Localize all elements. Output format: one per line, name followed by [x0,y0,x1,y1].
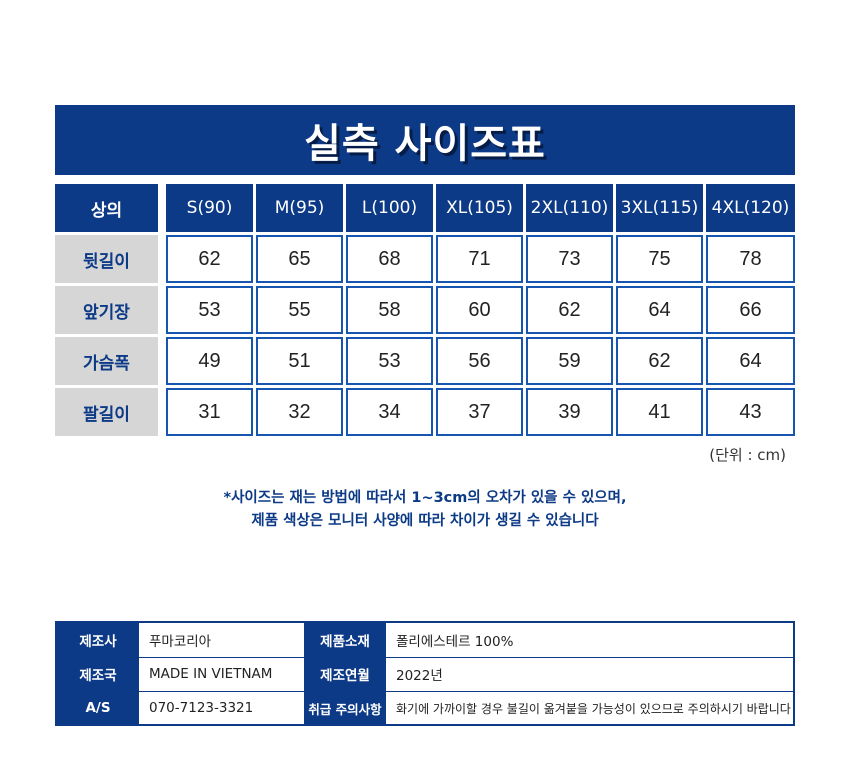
value-cell: 43 [706,388,795,436]
value-cell: 37 [436,388,523,436]
value-cell: 53 [346,337,433,385]
value-cell: 34 [346,388,433,436]
row-label: 팔길이 [55,388,158,436]
value-cell: 51 [256,337,343,385]
info-label: 취급 주의사항 [304,691,386,725]
product-info-table: 제조사 푸마코리아 제품소재 폴리에스테르 100% 제조국 MADE IN V… [55,621,795,726]
size-header: XL(105) [436,184,523,232]
value-cell: 55 [256,286,343,334]
value-cell: 56 [436,337,523,385]
header-label: 상의 [55,184,158,232]
info-row: 제조사 푸마코리아 제품소재 폴리에스테르 100% [57,623,793,658]
size-header: 2XL(110) [526,184,613,232]
value-cell: 64 [706,337,795,385]
info-value: 2022년 [396,668,443,684]
size-header: M(95) [256,184,343,232]
info-label: 제조사 [57,623,139,657]
page-title: 실측 사이즈표 [304,121,546,167]
size-header: L(100) [346,184,433,232]
info-value: MADE IN VIETNAM [149,666,273,682]
table-row: 팔길이 31 32 34 37 39 41 43 [55,388,795,436]
info-label: 제조국 [57,657,139,691]
info-value: 화기에 가까이할 경우 불길이 옮겨붙을 가능성이 있으므로 주의하시기 바랍니… [396,701,791,716]
row-label: 앞기장 [55,286,158,334]
size-header: 4XL(120) [706,184,795,232]
unit-note: (단위 : cm) [709,446,786,464]
info-label: 제조연월 [304,657,386,691]
value-cell: 65 [256,235,343,283]
info-row: 제조국 MADE IN VIETNAM 제조연월 2022년 [57,657,793,692]
value-cell: 60 [436,286,523,334]
value-cell: 49 [166,337,253,385]
value-cell: 59 [526,337,613,385]
value-cell: 62 [616,337,703,385]
info-row: A/S 070-7123-3321 취급 주의사항 화기에 가까이할 경우 불길… [57,691,793,725]
note-line-1: *사이즈는 재는 방법에 따라서 1~3cm의 오차가 있을 수 있으며, [223,490,627,506]
row-label: 가슴폭 [55,337,158,385]
value-cell: 31 [166,388,253,436]
info-value: 푸마코리아 [149,634,212,650]
value-cell: 41 [616,388,703,436]
value-cell: 58 [346,286,433,334]
table-row: 앞기장 53 55 58 60 62 64 66 [55,286,795,334]
info-label: A/S [57,691,139,725]
info-label: 제품소재 [304,623,386,657]
table-row: 뒷길이 62 65 68 71 73 75 78 [55,235,795,283]
value-cell: 32 [256,388,343,436]
value-cell: 64 [616,286,703,334]
title-banner: 실측 사이즈표 [55,105,795,175]
row-label: 뒷길이 [55,235,158,283]
size-header: 3XL(115) [616,184,703,232]
value-cell: 78 [706,235,795,283]
value-cell: 68 [346,235,433,283]
value-cell: 62 [166,235,253,283]
value-cell: 71 [436,235,523,283]
value-cell: 75 [616,235,703,283]
value-cell: 39 [526,388,613,436]
info-value: 폴리에스테르 100% [396,634,514,650]
size-header-row: 상의 S(90) M(95) L(100) XL(105) 2XL(110) 3… [55,184,795,232]
info-value: 070-7123-3321 [149,700,254,716]
value-cell: 53 [166,286,253,334]
size-header: S(90) [166,184,253,232]
value-cell: 62 [526,286,613,334]
value-cell: 73 [526,235,613,283]
note-line-2: 제품 색상은 모니터 사양에 따라 차이가 생길 수 있습니다 [251,513,599,529]
value-cell: 66 [706,286,795,334]
table-row: 가슴폭 49 51 53 56 59 62 64 [55,337,795,385]
